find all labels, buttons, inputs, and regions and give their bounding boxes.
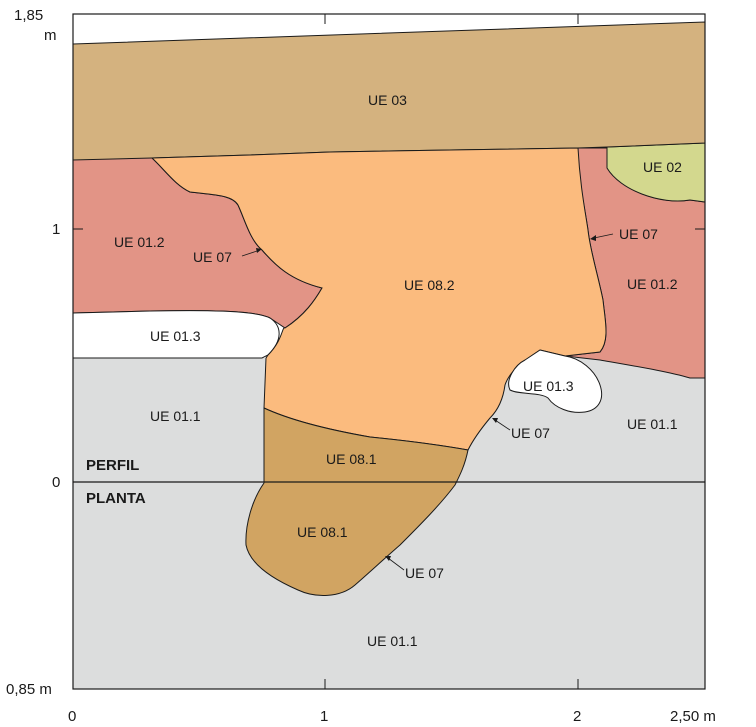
- y-tick-bottom: 0,85 m: [6, 681, 52, 698]
- ue-08-1-profile-label: UE 08.1: [326, 451, 377, 467]
- ue-08-1-area: [245, 407, 469, 596]
- ue-01-1-right-label: UE 01.1: [627, 416, 678, 432]
- y-tick-zero: 0: [52, 474, 60, 491]
- section-profile-label: PERFIL: [86, 457, 139, 474]
- ue-01-3-left-label: UE 01.3: [150, 328, 201, 344]
- section-plan-label: PLANTA: [86, 490, 146, 507]
- ue-01-3-right-label: UE 01.3: [523, 378, 574, 394]
- ue-08-1-plan-label: UE 08.1: [297, 524, 348, 540]
- ue-01-1-plan-label: UE 01.1: [367, 633, 418, 649]
- x-tick-2: 2: [573, 708, 581, 725]
- ue-01-1-left-label: UE 01.1: [150, 408, 201, 424]
- ue-07-plan-leader: [387, 557, 405, 571]
- ue-07-right-arrowhead: [590, 235, 596, 241]
- ue-07-mid-leader: [494, 419, 511, 431]
- ue-02-label: UE 02: [643, 159, 682, 175]
- ue-07-right-label: UE 07: [619, 226, 658, 242]
- ue-08-2-label: UE 08.2: [404, 277, 455, 293]
- ue-03-area: [72, 21, 706, 161]
- ue-07-right-leader: [593, 233, 614, 239]
- ue-03-label: UE 03: [368, 92, 407, 108]
- x-tick-1: 1: [320, 708, 328, 725]
- ue-07-plan-label: UE 07: [405, 565, 444, 581]
- y-tick-one: 1: [52, 221, 60, 238]
- ue-01-2-right-label: UE 01.2: [627, 276, 678, 292]
- y-tick-top: 1,85: [14, 7, 43, 24]
- ue-07-mid-arrowhead: [492, 418, 498, 423]
- ue-01-2-left-label: UE 01.2: [114, 234, 165, 250]
- ue-07-left-label: UE 07: [193, 249, 232, 265]
- ue-07-left-arrowhead: [256, 248, 262, 253]
- x-tick-0: 0: [68, 708, 76, 725]
- ue-02-area: [606, 142, 706, 203]
- ue-07-mid-label: UE 07: [511, 425, 550, 441]
- x-tick-end: 2,50 m: [670, 708, 716, 725]
- ue-07-plan-arrowhead: [385, 556, 391, 561]
- drawing-frame: [72, 13, 706, 690]
- y-tick-top-unit: m: [44, 27, 57, 44]
- ue-01-3-right-area: [508, 349, 603, 413]
